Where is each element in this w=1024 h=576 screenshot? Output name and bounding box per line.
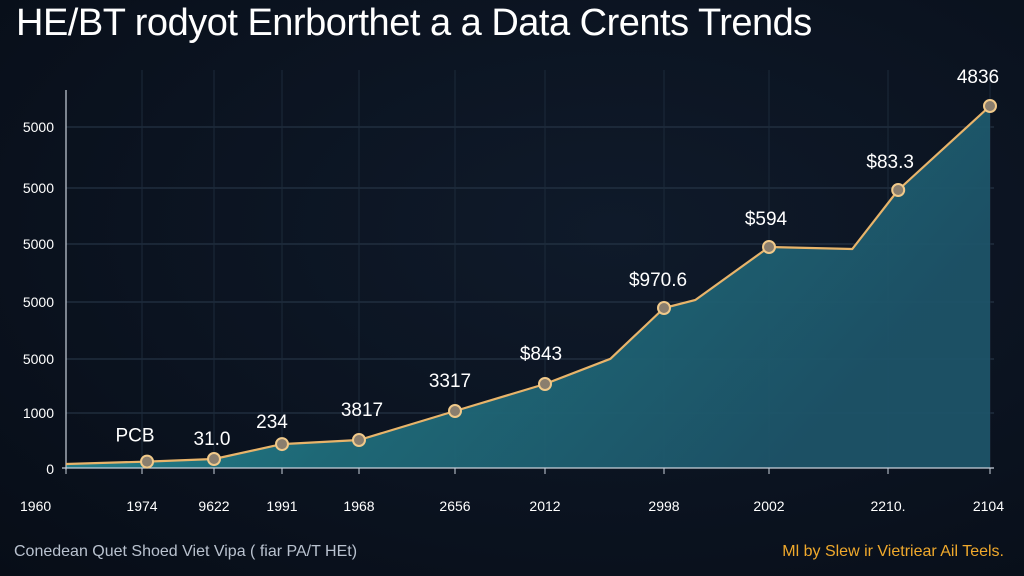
data-label: $970.6 — [629, 270, 687, 291]
y-tick-label: 5000 — [23, 294, 54, 310]
data-point — [448, 404, 462, 418]
y-tick-label: 1000 — [23, 405, 54, 421]
x-tick-label: 2998 — [648, 498, 679, 514]
footer-credit: Ml by Slew ir Vietriear Ail Teels. — [782, 543, 1004, 560]
data-point — [983, 99, 997, 113]
y-tick-label: 5000 — [23, 351, 54, 367]
data-label: 31.0 — [194, 429, 231, 450]
x-tick-label: 2656 — [439, 498, 470, 514]
data-label: $83.3 — [866, 152, 914, 173]
area-fill — [66, 106, 990, 468]
data-point — [762, 240, 776, 254]
y-tick-label: 5000 — [23, 236, 54, 252]
x-tick-label: 2012 — [529, 498, 560, 514]
data-point — [538, 377, 552, 391]
data-label: 234 — [256, 412, 288, 433]
data-point — [352, 433, 366, 447]
footer-caption: Conedean Quet Shoed Viet Vipa ( fiar PA/… — [14, 543, 358, 560]
data-point — [140, 454, 155, 469]
data-point — [207, 452, 221, 466]
data-label: PCB — [116, 426, 155, 447]
x-tick-label: 2104 — [973, 498, 1004, 514]
data-label: $594 — [745, 209, 788, 230]
series-line — [65, 105, 991, 466]
y-tick-label: 5000 — [23, 180, 54, 196]
x-tick-label: 9622 — [198, 498, 229, 514]
data-point — [275, 437, 289, 452]
x-tick-label: 1974 — [126, 498, 157, 514]
data-label: 3317 — [429, 371, 471, 392]
data-point — [891, 183, 906, 197]
data-label: $843 — [520, 344, 562, 365]
data-label: 3817 — [341, 400, 383, 421]
chart-title: HE/BT rodyot Enrborthet a a Data Crents … — [16, 2, 812, 44]
x-tick-label: 1968 — [343, 498, 374, 514]
x-tick-label: 1991 — [266, 498, 297, 514]
x-tick-label: 1960 — [20, 498, 51, 514]
y-tick-label: 0 — [46, 461, 54, 477]
data-point — [657, 301, 671, 315]
y-tick-label: 5000 — [23, 119, 54, 135]
x-tick-label: 2002 — [753, 498, 784, 514]
x-tick-label: 2210. — [870, 498, 905, 514]
data-label: 4836 — [957, 67, 999, 88]
